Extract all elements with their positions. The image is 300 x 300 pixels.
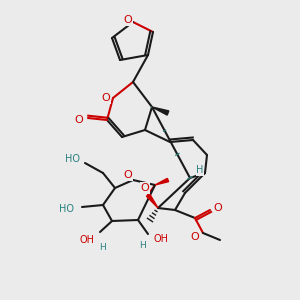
Text: OH: OH <box>80 235 95 245</box>
Text: OH: OH <box>153 234 168 244</box>
Polygon shape <box>152 107 169 115</box>
Text: O: O <box>75 115 83 125</box>
Text: O: O <box>124 170 132 180</box>
Text: HO: HO <box>65 154 80 164</box>
Text: O: O <box>124 15 132 25</box>
Polygon shape <box>155 178 169 185</box>
Text: O: O <box>102 93 110 103</box>
Text: H: H <box>196 165 204 175</box>
Text: O: O <box>190 232 200 242</box>
Text: O: O <box>141 183 149 193</box>
Text: O: O <box>214 203 222 213</box>
Text: HO: HO <box>59 204 74 214</box>
Polygon shape <box>146 194 158 208</box>
Text: H: H <box>99 242 105 251</box>
Text: H: H <box>140 242 146 250</box>
